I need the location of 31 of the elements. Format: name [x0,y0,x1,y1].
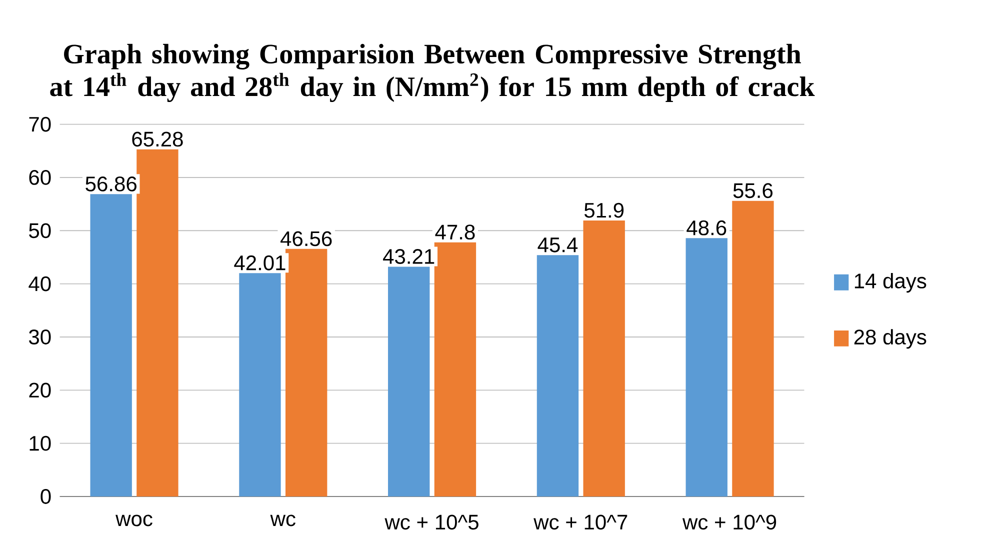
data-label: 42.01 [234,256,286,270]
y-tick-label: 0 [40,489,51,504]
x-tick-label: woc [116,514,152,526]
x-tick-label: wc + 10^7 [534,514,628,530]
data-label: 43.21 [383,249,434,264]
y-tick-label: 60 [29,170,51,186]
x-tick-label: wc + 10^5 [384,514,478,530]
chart-title: Graph showing Comparision Between Compressive Strength at 14$^{th}$ day and 28$^{th}$ day in (N/mm$^{2}$) for 15 mm depth of crack [50,44,815,102]
data-label: 51.9 [584,203,624,218]
bar [388,266,430,497]
data-label: 48.6 [686,220,726,236]
x-tick-label: wc [270,514,296,526]
bar [285,249,328,497]
y-tick-label: 30 [29,330,51,345]
y-tick-label: 40 [28,276,51,292]
data-label: 46.56 [280,231,332,246]
y-tick-label: 70 [29,117,51,132]
y-tick-label: 20 [29,382,51,398]
bar [434,242,476,497]
data-label: 45.4 [538,238,578,252]
data-label: 56.86 [86,176,136,192]
data-label: 47.8 [435,224,475,240]
bar [686,238,728,497]
y-tick-label: 50 [29,223,51,238]
legend-label: 28 days [854,329,926,349]
y-tick-label: 10 [30,436,51,451]
bar [239,273,281,497]
legend-label: 14 days [854,273,926,293]
x-tick-label: wc + 10^9 [682,514,776,530]
data-label: 55.6 [733,183,772,198]
data-label: 65.28 [132,132,183,147]
